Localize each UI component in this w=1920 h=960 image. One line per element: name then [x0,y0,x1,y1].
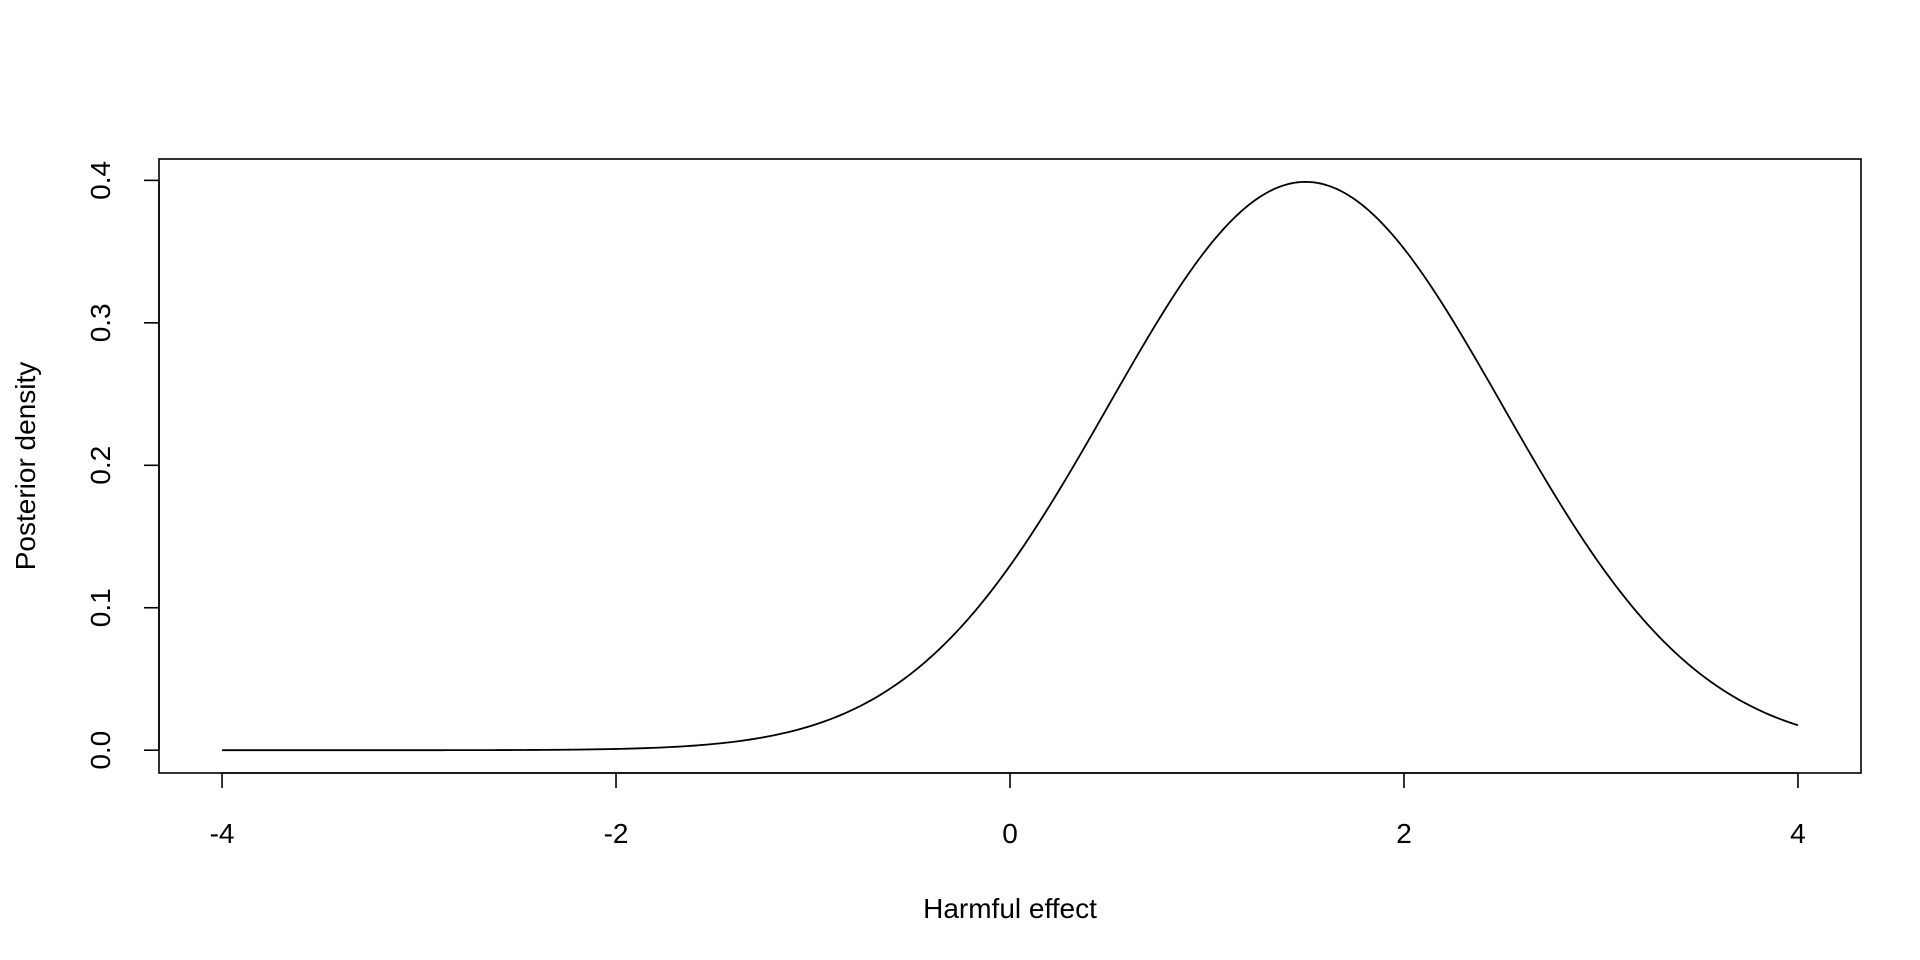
y-tick-label: 0.4 [85,161,116,200]
x-tick-label: 0 [1002,818,1018,849]
x-tick-label: 4 [1790,818,1806,849]
plot-frame [158,158,1862,774]
x-tick-label: -4 [210,818,235,849]
x-tick-label: 2 [1396,818,1412,849]
y-axis-label: Posterior density [10,362,41,571]
y-tick-label: 0.3 [85,303,116,342]
x-axis-label: Harmful effect [923,893,1097,924]
y-tick-label: 0.2 [85,446,116,485]
y-tick-label: 0.0 [85,731,116,770]
x-axis: -4 -2 0 2 4 [210,772,1806,849]
y-tick-label: 0.1 [85,588,116,627]
density-curve [222,180,1799,752]
y-axis: 0.0 0.1 0.2 0.3 0.4 [85,161,160,770]
x-tick-label: -2 [604,818,629,849]
